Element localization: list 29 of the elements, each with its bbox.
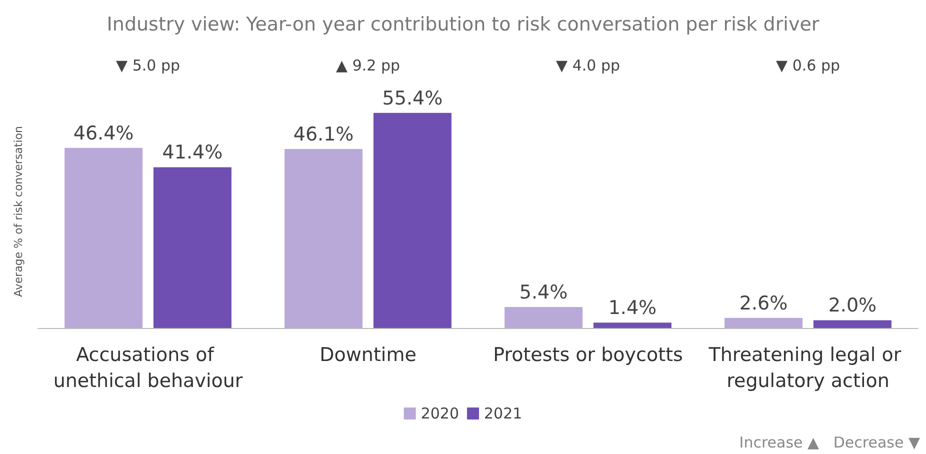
legend-label: 2020: [420, 404, 460, 422]
bar: [593, 322, 672, 328]
y-axis-title: Average % of risk conversation: [12, 126, 25, 297]
data-label: 46.4%: [73, 122, 134, 144]
bar: [64, 148, 143, 328]
data-label: 41.4%: [162, 142, 223, 164]
bar: [724, 318, 803, 328]
legend-label: 2021: [484, 404, 522, 422]
bar: [373, 112, 452, 328]
bar: [504, 307, 583, 328]
data-label: 2.0%: [828, 294, 877, 317]
text: ▲ 9.2 pp: [336, 56, 400, 74]
x-tick-label: Threatening legal or regulatory action: [708, 344, 908, 392]
text: Increase ▲ Decrease ▼: [739, 434, 920, 452]
x-tick-label: Protests or boycotts: [493, 344, 683, 366]
text: ▼ 5.0 pp: [116, 56, 180, 74]
data-label: 5.4%: [519, 282, 568, 304]
data-label: 2.6%: [739, 292, 788, 314]
text: ▼ 4.0 pp: [556, 56, 620, 74]
x-tick-label: Accusations of unethical behaviour: [53, 344, 243, 392]
data-label: 55.4%: [382, 87, 443, 110]
data-label: 1.4%: [608, 297, 657, 320]
chart-title: Industry view: Year-on year contribution to risk conversation per risk driver: [106, 14, 820, 36]
text: ▼ 0.6 pp: [776, 56, 840, 74]
bar: [813, 320, 892, 328]
bar: [284, 148, 363, 328]
data-label: 46.1%: [293, 123, 354, 146]
bar: [153, 167, 232, 328]
x-tick-label: Downtime: [320, 344, 416, 366]
